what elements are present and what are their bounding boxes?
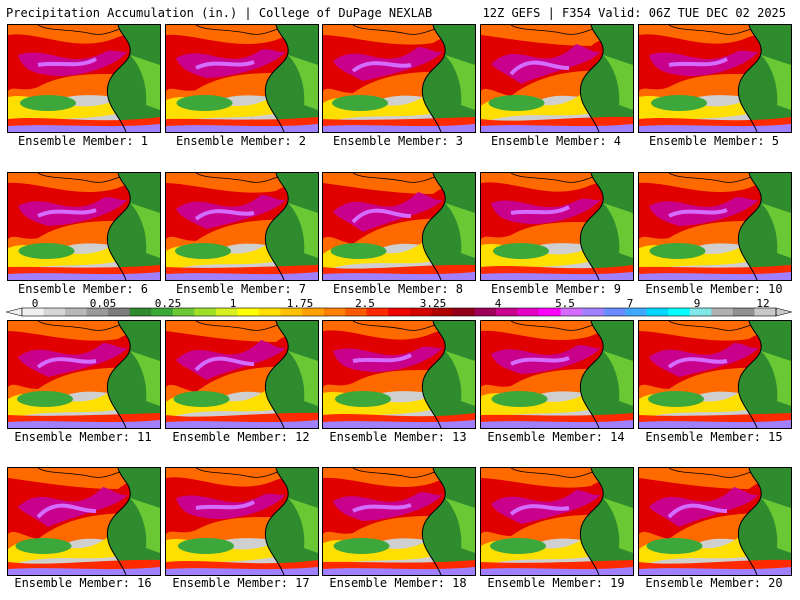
colorbar-swatch	[452, 308, 475, 316]
ensemble-map-panel	[165, 467, 319, 576]
colorbar-outline	[21, 307, 777, 317]
colorbar-tick-label: 3.25	[419, 297, 447, 310]
colorbar-tick-label: 1.75	[286, 297, 314, 310]
colorbar-swatch	[603, 308, 626, 316]
ensemble-member-caption: Ensemble Member: 19	[487, 576, 625, 590]
ensemble-map-panel	[7, 172, 161, 281]
colorbar-swatch	[65, 308, 87, 316]
ensemble-map-panel	[322, 320, 476, 429]
colorbar-swatch	[689, 308, 712, 316]
colorbar-swatch	[86, 308, 109, 316]
colorbar-swatch	[43, 308, 66, 316]
colorbar-swatch	[108, 308, 131, 316]
colorbar-swatch	[345, 308, 367, 316]
colorbar-swatch	[646, 308, 669, 316]
ensemble-map-panel	[165, 320, 319, 429]
colorbar-swatch	[409, 308, 432, 316]
colorbar-swatch	[732, 308, 755, 316]
colorbar-swatch	[625, 308, 648, 316]
ensemble-map-panel	[638, 24, 792, 133]
ensemble-member-caption: Ensemble Member: 20	[645, 576, 783, 590]
map-title: Precipitation Accumulation (in.) | Colle…	[6, 6, 433, 20]
colorbar-swatch	[366, 308, 389, 316]
ensemble-member-caption: Ensemble Member: 16	[14, 576, 152, 590]
colorbar-swatch	[711, 308, 734, 316]
ensemble-map-panel	[638, 467, 792, 576]
colorbar-tick-label: 0.05	[89, 297, 117, 310]
colorbar-swatch	[302, 308, 324, 316]
colorbar-swatch	[280, 308, 303, 316]
ensemble-map-panel	[322, 467, 476, 576]
colorbar-swatch	[539, 308, 561, 316]
ensemble-map-panel	[480, 24, 634, 133]
colorbar-left-arrow	[6, 307, 23, 317]
ensemble-map-panel	[638, 172, 792, 281]
ensemble-member-caption: Ensemble Member: 2	[175, 134, 307, 148]
ensemble-member-caption: Ensemble Member: 10	[645, 282, 783, 296]
precipitation-colorbar	[6, 307, 792, 317]
colorbar-tick-label: 0.25	[154, 297, 182, 310]
colorbar-swatch	[495, 308, 518, 316]
colorbar-swatch	[172, 308, 195, 316]
ensemble-map-panel	[165, 172, 319, 281]
ensemble-member-caption: Ensemble Member: 9	[490, 282, 622, 296]
colorbar-tick-label: 0	[31, 297, 39, 310]
colorbar-swatch	[22, 308, 44, 316]
ensemble-map-panel	[322, 24, 476, 133]
ensemble-map-panel	[7, 467, 161, 576]
colorbar-swatch	[754, 308, 777, 316]
colorbar-swatch	[474, 308, 497, 316]
colorbar-tick-label: 9	[693, 297, 701, 310]
ensemble-member-caption: Ensemble Member: 17	[172, 576, 310, 590]
colorbar-swatch	[194, 308, 217, 316]
colorbar-right-arrow	[775, 307, 792, 317]
colorbar-tick-label: 2.5	[355, 297, 375, 310]
colorbar-swatch	[388, 308, 411, 316]
ensemble-member-caption: Ensemble Member: 3	[332, 134, 464, 148]
colorbar-swatch	[582, 308, 604, 316]
colorbar-swatch	[151, 308, 174, 316]
ensemble-map-panel	[638, 320, 792, 429]
ensemble-member-caption: Ensemble Member: 6	[17, 282, 149, 296]
colorbar-tick-label: 7	[626, 297, 634, 310]
colorbar-tick-label: 4	[494, 297, 502, 310]
colorbar-swatch	[431, 308, 454, 316]
ensemble-map-panel	[7, 24, 161, 133]
ensemble-member-caption: Ensemble Member: 18	[329, 576, 467, 590]
ensemble-member-caption: Ensemble Member: 12	[172, 430, 310, 444]
ensemble-member-caption: Ensemble Member: 1	[17, 134, 149, 148]
colorbar-swatch	[215, 308, 238, 316]
colorbar-swatch	[258, 308, 281, 316]
run-valid-time: 12Z GEFS | F354 Valid: 06Z TUE DEC 02 20…	[482, 6, 786, 20]
ensemble-member-caption: Ensemble Member: 5	[648, 134, 780, 148]
colorbar-swatch	[323, 308, 346, 316]
colorbar-tick-label: 12	[756, 297, 770, 310]
colorbar-swatch	[237, 308, 260, 316]
ensemble-map-panel	[480, 320, 634, 429]
ensemble-member-caption: Ensemble Member: 4	[490, 134, 622, 148]
colorbar-tick-label: 1	[229, 297, 237, 310]
ensemble-map-panel	[322, 172, 476, 281]
ensemble-map-panel	[165, 24, 319, 133]
ensemble-member-caption: Ensemble Member: 8	[332, 282, 464, 296]
ensemble-member-caption: Ensemble Member: 11	[14, 430, 152, 444]
ensemble-member-caption: Ensemble Member: 7	[175, 282, 307, 296]
colorbar-swatch	[129, 308, 152, 316]
ensemble-map-panel	[480, 467, 634, 576]
ensemble-member-caption: Ensemble Member: 13	[329, 430, 467, 444]
colorbar-swatch	[668, 308, 691, 316]
colorbar-swatch	[517, 308, 540, 316]
ensemble-member-caption: Ensemble Member: 15	[645, 430, 783, 444]
ensemble-map-panel	[480, 172, 634, 281]
colorbar-swatch	[560, 308, 583, 316]
colorbar-tick-label: 5.5	[555, 297, 575, 310]
ensemble-member-caption: Ensemble Member: 14	[487, 430, 625, 444]
ensemble-map-panel	[7, 320, 161, 429]
